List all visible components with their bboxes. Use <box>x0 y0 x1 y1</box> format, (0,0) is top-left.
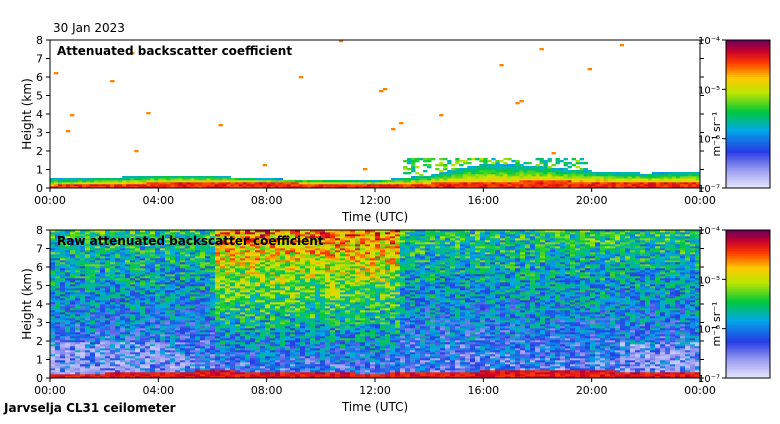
y-axis-label: Height (km) <box>20 78 34 149</box>
plot-panel-2: Raw attenuated backscatter coefficient01… <box>20 224 716 414</box>
y-tick-label: 8 <box>36 224 43 237</box>
x-tick-label: 00:00 <box>684 384 716 397</box>
y-tick-label: 1 <box>36 164 43 177</box>
x-tick-label: 16:00 <box>467 384 499 397</box>
y-tick-label: 7 <box>36 243 43 256</box>
colorbar-1: 10⁻⁴10⁻⁵10⁻⁶10⁻⁷m⁻¹ sr⁻¹ <box>698 36 770 195</box>
panel-title: Attenuated backscatter coefficient <box>57 44 292 58</box>
colorbar-tick-label: 10⁻⁴ <box>698 226 720 237</box>
colorbar-tick-label: 10⁻⁵ <box>698 275 720 286</box>
x-tick-label: 00:00 <box>34 194 66 207</box>
y-tick-label: 2 <box>36 335 43 348</box>
heatmap-cells <box>50 230 700 378</box>
colorbar-tick-label: 10⁻⁵ <box>698 85 720 96</box>
x-tick-label: 04:00 <box>142 194 174 207</box>
colorbar-tick-label: 10⁻⁷ <box>698 374 720 385</box>
colorbar-label: m⁻¹ sr⁻¹ <box>710 112 723 157</box>
y-tick-label: 4 <box>36 108 43 121</box>
y-axis-label: Height (km) <box>20 268 34 339</box>
colorbar-tick-label: 10⁻⁴ <box>698 36 720 47</box>
y-tick-label: 3 <box>36 127 43 140</box>
date-label: 30 Jan 2023 <box>53 21 125 35</box>
x-tick-label: 16:00 <box>467 194 499 207</box>
colorbar-2: 10⁻⁴10⁻⁵10⁻⁶10⁻⁷m⁻¹ sr⁻¹ <box>698 226 770 385</box>
y-tick-label: 6 <box>36 261 43 274</box>
colorbar-tick-label: 10⁻⁷ <box>698 184 720 195</box>
y-tick-label: 2 <box>36 145 43 158</box>
x-tick-label: 00:00 <box>684 194 716 207</box>
x-axis-label: Time (UTC) <box>341 210 408 224</box>
x-tick-label: 08:00 <box>251 194 283 207</box>
x-tick-label: 08:00 <box>251 384 283 397</box>
y-tick-label: 7 <box>36 53 43 66</box>
y-tick-label: 5 <box>36 90 43 103</box>
y-tick-label: 5 <box>36 280 43 293</box>
panel-title: Raw attenuated backscatter coefficient <box>57 234 324 248</box>
x-tick-label: 04:00 <box>142 384 174 397</box>
plot-panel-1: Attenuated backscatter coefficient012345… <box>20 34 716 224</box>
x-tick-label: 00:00 <box>34 384 66 397</box>
y-tick-label: 4 <box>36 298 43 311</box>
x-tick-label: 12:00 <box>359 194 391 207</box>
x-tick-label: 20:00 <box>576 384 608 397</box>
x-tick-label: 12:00 <box>359 384 391 397</box>
colorbar-label: m⁻¹ sr⁻¹ <box>710 302 723 347</box>
y-tick-label: 6 <box>36 71 43 84</box>
x-axis-label: Time (UTC) <box>341 400 408 414</box>
y-tick-label: 8 <box>36 34 43 47</box>
station-label: Jarvselja CL31 ceilometer <box>4 401 176 415</box>
y-tick-label: 1 <box>36 354 43 367</box>
x-tick-label: 20:00 <box>576 194 608 207</box>
y-tick-label: 3 <box>36 317 43 330</box>
